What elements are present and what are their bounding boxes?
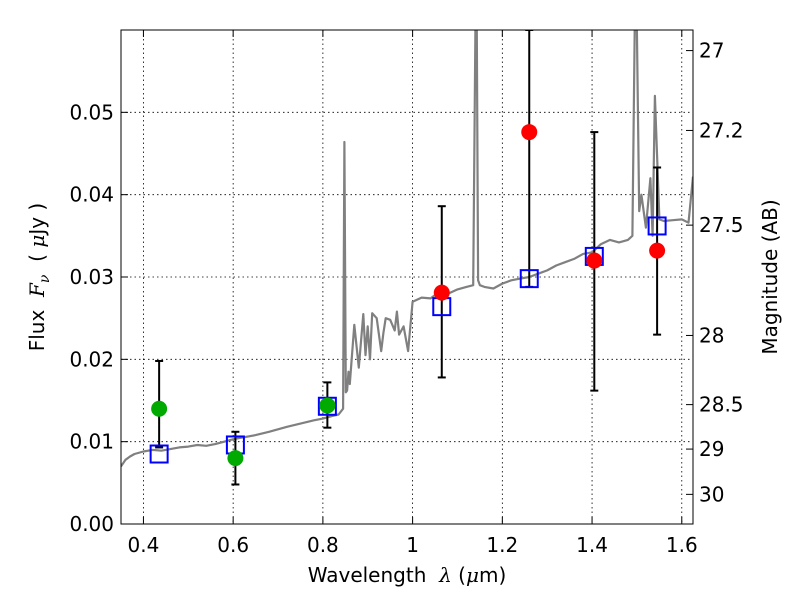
observed-point [433,284,450,301]
y2-tick-label: 30 [699,482,724,506]
y-axis-title: Flux Fν ( μJy ) [25,203,53,352]
y2-tick-label: 27.5 [699,213,744,237]
observed-point [649,242,666,259]
x-tick-label: 0.8 [307,533,339,557]
observed-point [521,124,538,141]
y-tick-label: 0.04 [69,183,114,207]
grid [121,30,693,525]
x-tick-label: 1 [406,533,419,557]
model-points-layer [149,216,667,464]
model-point-square [149,444,169,464]
x-tick-label: 1.2 [486,533,518,557]
y-tick-label: 0.01 [69,430,114,454]
x-tick-label: 0.4 [128,533,160,557]
y-tick-label: 0.00 [69,512,114,536]
y2-tick-label: 27 [699,39,724,63]
observed-point [151,400,168,417]
observed-points-layer [151,124,666,467]
y2-axis-title: Magnitude (AB) [758,199,782,354]
y-tick-label: 0.05 [69,100,114,124]
observed-point [227,450,244,467]
x-axis-title: Wavelength λ (μm) [308,563,507,587]
x-tick-label: 1.6 [666,533,698,557]
observed-point [319,397,336,414]
y2-tick-label: 28.5 [699,393,744,417]
y2-tick-label: 27.2 [699,118,744,142]
y-tick-label: 0.02 [69,347,114,371]
tick-labels: 0.4 0.6 0.8 1 1.2 1.4 1.6 0.00 0.01 0.02 0.03 0.04 0… [69,39,743,557]
x-tick-label: 1.4 [576,533,608,557]
y-tick-label: 0.03 [69,265,114,289]
y2-tick-label: 28 [699,323,724,347]
sed-template-layer [121,30,693,468]
model-point-square [519,269,539,289]
model-point-square [647,216,667,236]
x-tick-label: 0.6 [217,533,249,557]
ticks [121,30,693,525]
sed-template-line [121,30,693,468]
observed-point [586,252,603,269]
y2-tick-label: 29 [699,437,724,461]
